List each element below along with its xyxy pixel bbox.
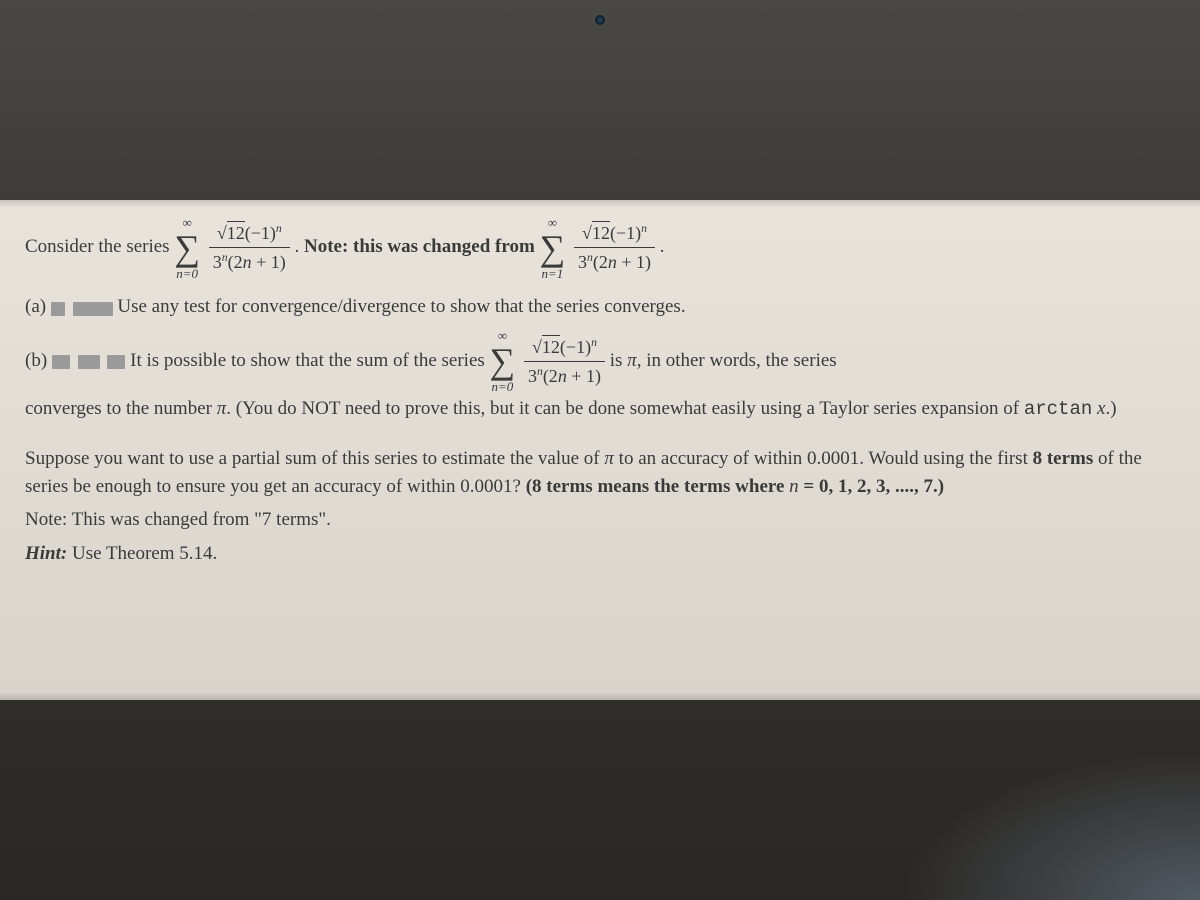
numerator: √12(−1)n: [524, 334, 605, 362]
eight-def: (8 terms means the terms where n = 0, 1,…: [526, 476, 944, 497]
suppose-paragraph: Suppose you want to use a partial sum of…: [25, 445, 1175, 500]
camera-indicator: [595, 15, 605, 25]
sigma-upper: ∞: [183, 214, 192, 233]
numerator: √12(−1)n: [209, 220, 290, 248]
part-b: (b) It is possible to show that the sum …: [25, 334, 1175, 389]
series-3: ∑ ∞ n=0 √12(−1)n 3n(2n + 1): [490, 334, 605, 389]
suppose-text-1: Suppose you want to use a partial sum of…: [25, 448, 1033, 469]
intro-prefix: Consider the series: [25, 236, 174, 257]
shadow-top: [0, 200, 1200, 208]
shadow-bottom: [0, 692, 1200, 700]
denominator: 3n(2n + 1): [574, 248, 655, 275]
hint-text: Use Theorem 5.14.: [67, 543, 217, 564]
sigma-lower: n=1: [542, 265, 564, 284]
series-1: ∑ ∞ n=0 √12(−1)n 3n(2n + 1): [174, 220, 289, 275]
hint-label: Hint:: [25, 543, 67, 564]
fraction-1: √12(−1)n 3n(2n + 1): [209, 220, 290, 275]
intro-line: Consider the series ∑ ∞ n=0 √12(−1)n 3n(…: [25, 220, 1175, 275]
fraction-2: √12(−1)n 3n(2n + 1): [574, 220, 655, 275]
sigma-upper: ∞: [498, 327, 507, 346]
part-b-before: It is possible to show that the sum of t…: [130, 350, 489, 371]
note-label: Note: this was changed from: [304, 236, 540, 257]
series-2: ∑ ∞ n=1 √12(−1)n 3n(2n + 1): [540, 220, 655, 275]
sigma-lower: n=0: [176, 265, 198, 284]
redacted-a: [51, 294, 113, 322]
period-2: .: [660, 236, 665, 257]
part-a-text: Use any test for convergence/divergence …: [117, 296, 685, 317]
note-changed: Note: This was changed from "7 terms".: [25, 506, 1175, 534]
problem-document: Consider the series ∑ ∞ n=0 √12(−1)n 3n(…: [0, 200, 1200, 700]
part-a-label: (a): [25, 296, 46, 317]
part-b-label: (b): [25, 350, 47, 371]
part-b-after: is π, in other words, the series: [610, 350, 837, 371]
sigma-symbol: ∑ ∞ n=0: [490, 335, 516, 387]
redacted-b: [52, 347, 126, 375]
sigma-lower: n=0: [491, 378, 513, 397]
part-a: (a) Use any test for convergence/diverge…: [25, 293, 1175, 321]
fraction-3: √12(−1)n 3n(2n + 1): [524, 334, 605, 389]
sigma-symbol: ∑ ∞ n=0: [174, 222, 200, 274]
numerator: √12(−1)n: [574, 220, 655, 248]
sigma-symbol: ∑ ∞ n=1: [540, 222, 566, 274]
denominator: 3n(2n + 1): [524, 362, 605, 389]
hint-line: Hint: Use Theorem 5.14.: [25, 540, 1175, 568]
period: .: [295, 236, 305, 257]
eight-terms: 8 terms: [1033, 448, 1094, 469]
part-b-continuation: converges to the number π. (You do NOT n…: [25, 395, 1175, 424]
denominator: 3n(2n + 1): [209, 248, 290, 275]
sigma-upper: ∞: [548, 214, 557, 233]
